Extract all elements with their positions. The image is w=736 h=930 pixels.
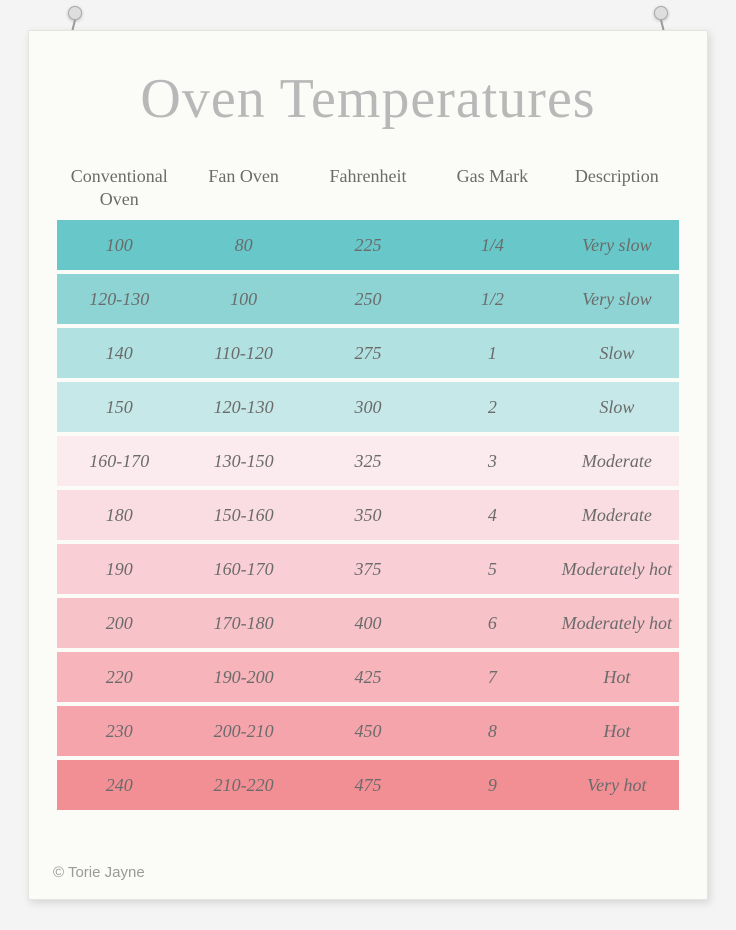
cell-desc: Hot [555, 666, 679, 689]
table-row: 200170-1804006Moderately hot [57, 598, 679, 648]
cell-fan: 200-210 [181, 720, 305, 743]
cell-fah: 250 [306, 288, 430, 311]
cell-fah: 275 [306, 342, 430, 365]
cell-conv: 230 [57, 720, 181, 743]
table-header: Conventional Oven Fan Oven Fahrenheit Ga… [57, 165, 679, 220]
cell-conv: 150 [57, 396, 181, 419]
table-row: 240210-2204759Very hot [57, 760, 679, 810]
cell-conv: 160-170 [57, 450, 181, 473]
cell-desc: Hot [555, 720, 679, 743]
table-row: 100802251/4Very slow [57, 220, 679, 270]
cell-fan: 120-130 [181, 396, 305, 419]
cell-conv: 220 [57, 666, 181, 689]
cell-fah: 375 [306, 558, 430, 581]
cell-fah: 475 [306, 774, 430, 797]
cell-fan: 130-150 [181, 450, 305, 473]
cell-gas: 1/4 [430, 234, 554, 257]
cell-fan: 160-170 [181, 558, 305, 581]
table-row: 190160-1703755Moderately hot [57, 544, 679, 594]
table-row: 220190-2004257Hot [57, 652, 679, 702]
cell-desc: Moderate [555, 450, 679, 473]
cell-desc: Moderately hot [555, 612, 679, 635]
col-header-fahrenheit: Fahrenheit [306, 165, 430, 210]
cell-gas: 1 [430, 342, 554, 365]
col-header-conventional: Conventional Oven [57, 165, 181, 210]
cell-desc: Very slow [555, 288, 679, 311]
cell-conv: 120-130 [57, 288, 181, 311]
col-header-fan: Fan Oven [181, 165, 305, 210]
col-header-gasmark: Gas Mark [430, 165, 554, 210]
col-header-description: Description [555, 165, 679, 210]
cell-fan: 150-160 [181, 504, 305, 527]
cell-gas: 4 [430, 504, 554, 527]
table-row: 230200-2104508Hot [57, 706, 679, 756]
cell-conv: 100 [57, 234, 181, 257]
cell-conv: 140 [57, 342, 181, 365]
cell-desc: Slow [555, 342, 679, 365]
cell-fan: 110-120 [181, 342, 305, 365]
table-row: 150120-1303002Slow [57, 382, 679, 432]
cell-fan: 80 [181, 234, 305, 257]
cell-gas: 2 [430, 396, 554, 419]
cell-fah: 325 [306, 450, 430, 473]
cell-gas: 3 [430, 450, 554, 473]
cell-desc: Very slow [555, 234, 679, 257]
cell-fan: 100 [181, 288, 305, 311]
cell-desc: Moderate [555, 504, 679, 527]
cell-desc: Very hot [555, 774, 679, 797]
cell-gas: 7 [430, 666, 554, 689]
cell-conv: 180 [57, 504, 181, 527]
cell-conv: 190 [57, 558, 181, 581]
cell-fan: 210-220 [181, 774, 305, 797]
cell-fan: 170-180 [181, 612, 305, 635]
cell-gas: 8 [430, 720, 554, 743]
cell-fan: 190-200 [181, 666, 305, 689]
cell-desc: Slow [555, 396, 679, 419]
table-row: 180150-1603504Moderate [57, 490, 679, 540]
cell-fah: 450 [306, 720, 430, 743]
table-row: 120-1301002501/2Very slow [57, 274, 679, 324]
cell-fah: 225 [306, 234, 430, 257]
cell-conv: 200 [57, 612, 181, 635]
cell-gas: 6 [430, 612, 554, 635]
cell-gas: 1/2 [430, 288, 554, 311]
card: Oven Temperatures Conventional Oven Fan … [28, 30, 708, 900]
table-row: 140110-1202751Slow [57, 328, 679, 378]
cell-fah: 300 [306, 396, 430, 419]
cell-fah: 425 [306, 666, 430, 689]
credit: © Torie Jayne [53, 864, 145, 881]
conversion-table: Conventional Oven Fan Oven Fahrenheit Ga… [57, 165, 679, 810]
cell-gas: 5 [430, 558, 554, 581]
cell-fah: 400 [306, 612, 430, 635]
cell-conv: 240 [57, 774, 181, 797]
cell-desc: Moderately hot [555, 558, 679, 581]
page-title: Oven Temperatures [57, 67, 679, 131]
table-row: 160-170130-1503253Moderate [57, 436, 679, 486]
cell-gas: 9 [430, 774, 554, 797]
cell-fah: 350 [306, 504, 430, 527]
